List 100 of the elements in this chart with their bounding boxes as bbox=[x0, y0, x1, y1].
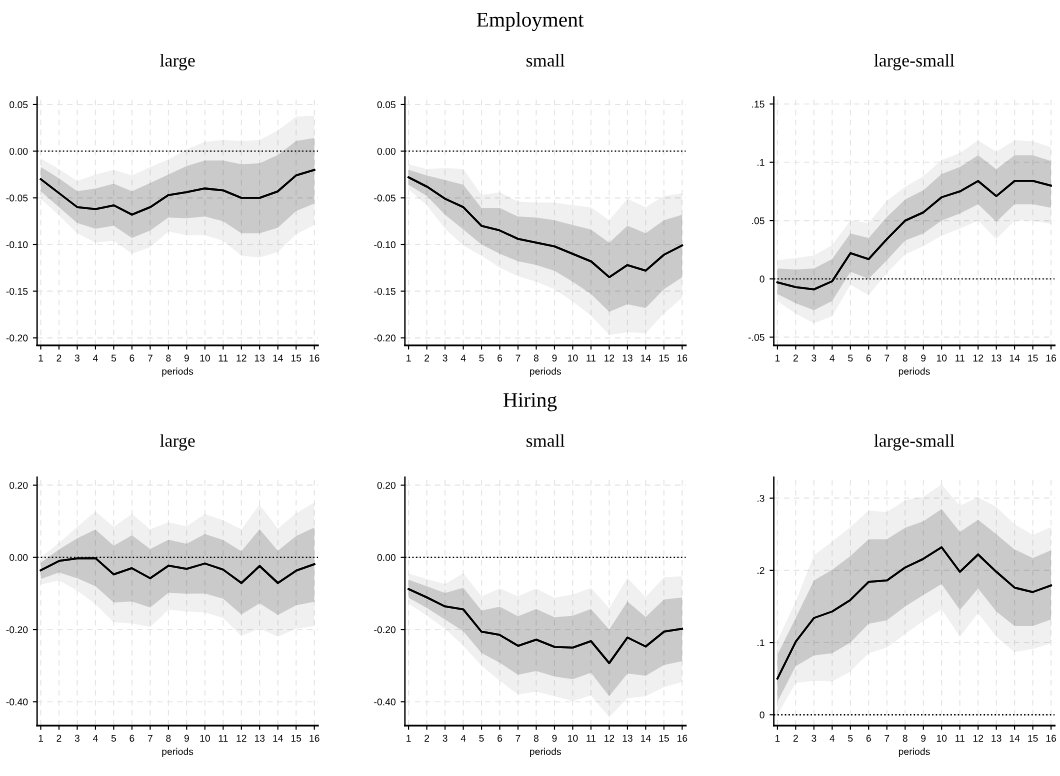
x-tick-label: 1 bbox=[406, 354, 411, 362]
y-tick-label: 0.05 bbox=[377, 101, 396, 109]
x-tick-label: 16 bbox=[677, 354, 688, 362]
y-tick-label: -0.40 bbox=[6, 698, 28, 706]
y-tick-label: 0.20 bbox=[9, 481, 28, 489]
y-tick-label: -0.20 bbox=[6, 626, 28, 634]
x-tick-label: 15 bbox=[1028, 734, 1038, 742]
x-axis-title: periods bbox=[162, 747, 194, 757]
y-tick-label: 0 bbox=[759, 711, 765, 719]
x-tick-label: 2 bbox=[56, 354, 62, 362]
x-tick-label: 2 bbox=[424, 354, 430, 362]
x-tick-label: 3 bbox=[811, 354, 817, 362]
y-tick-label: .15 bbox=[752, 100, 765, 108]
x-axis-title: periods bbox=[530, 367, 561, 377]
x-tick-label: 8 bbox=[902, 354, 908, 362]
x-tick-label: 7 bbox=[147, 734, 153, 742]
x-tick-label: 9 bbox=[184, 734, 189, 742]
x-tick-label: 15 bbox=[291, 734, 302, 742]
x-tick-label: 7 bbox=[515, 734, 521, 742]
x-tick-label: 11 bbox=[955, 354, 965, 362]
x-tick-label: 5 bbox=[111, 734, 117, 742]
x-tick-label: 15 bbox=[291, 354, 302, 362]
x-tick-label: 5 bbox=[848, 354, 853, 362]
x-tick-label: 8 bbox=[533, 354, 539, 362]
y-tick-label: -0.20 bbox=[374, 334, 396, 342]
x-tick-label: 2 bbox=[793, 354, 798, 362]
x-tick-label: 10 bbox=[936, 354, 947, 362]
y-tick-label: -0.05 bbox=[374, 194, 396, 202]
x-tick-label: 1 bbox=[775, 354, 780, 362]
y-tick-label: -.05 bbox=[748, 333, 765, 341]
y-tick-label: -0.15 bbox=[6, 287, 28, 295]
x-tick-label: 8 bbox=[902, 734, 908, 742]
x-tick-label: 11 bbox=[586, 354, 596, 362]
x-tick-label: 15 bbox=[1028, 354, 1038, 362]
y-tick-label: 0 bbox=[759, 275, 765, 283]
x-tick-label: 14 bbox=[273, 354, 283, 362]
text: Hiring bbox=[503, 392, 557, 412]
x-tick-label: 1 bbox=[406, 734, 411, 742]
x-tick-label: 10 bbox=[200, 734, 210, 742]
chart-title: large-small bbox=[874, 434, 955, 451]
x-tick-label: 16 bbox=[677, 734, 688, 742]
x-tick-label: 12 bbox=[236, 734, 247, 742]
chart-title: large-small bbox=[874, 53, 955, 71]
x-tick-label: 2 bbox=[424, 734, 430, 742]
x-tick-label: 14 bbox=[641, 734, 651, 742]
x-tick-label: 8 bbox=[533, 734, 539, 742]
x-tick-label: 1 bbox=[38, 734, 43, 742]
x-tick-label: 4 bbox=[829, 354, 835, 362]
y-tick-label: -0.10 bbox=[6, 241, 28, 249]
x-tick-label: 6 bbox=[866, 734, 871, 742]
x-tick-label: 14 bbox=[1009, 734, 1020, 742]
x-tick-label: 6 bbox=[129, 354, 135, 362]
x-tick-label: 1 bbox=[775, 734, 780, 742]
x-tick-label: 16 bbox=[1046, 354, 1057, 362]
x-tick-label: 7 bbox=[147, 354, 153, 362]
x-tick-label: 3 bbox=[442, 354, 448, 362]
y-tick-label: -0.20 bbox=[374, 626, 396, 634]
x-tick-label: 5 bbox=[479, 734, 484, 742]
x-tick-label: 13 bbox=[991, 734, 1002, 742]
y-tick-label: 0.05 bbox=[9, 101, 28, 109]
x-tick-label: 11 bbox=[955, 734, 965, 742]
y-tick-label: -0.20 bbox=[6, 334, 28, 342]
y-tick-label: 0.00 bbox=[9, 147, 28, 155]
y-tick-label: .3 bbox=[757, 494, 765, 502]
x-tick-label: 5 bbox=[479, 354, 484, 362]
x-tick-label: 15 bbox=[659, 734, 669, 742]
y-tick-label: .2 bbox=[757, 567, 765, 574]
x-tick-label: 5 bbox=[111, 354, 117, 362]
chart-title: small bbox=[526, 434, 565, 447]
y-tick-label: .05 bbox=[752, 217, 765, 225]
y-tick-label: 0.00 bbox=[9, 554, 28, 561]
x-tick-label: 13 bbox=[254, 354, 265, 362]
x-tick-label: 9 bbox=[552, 734, 557, 742]
x-tick-label: 6 bbox=[497, 354, 503, 362]
x-tick-label: 2 bbox=[56, 734, 62, 742]
x-tick-label: 2 bbox=[793, 734, 798, 742]
y-tick-label: .1 bbox=[757, 639, 765, 647]
y-tick-label: 0.00 bbox=[377, 554, 396, 561]
x-tick-label: 6 bbox=[129, 734, 135, 742]
x-tick-label: 12 bbox=[604, 734, 615, 742]
y-tick-label: -0.10 bbox=[374, 241, 396, 249]
x-tick-label: 10 bbox=[568, 734, 578, 742]
x-tick-label: 10 bbox=[936, 734, 947, 742]
x-tick-label: 14 bbox=[641, 354, 651, 362]
x-tick-label: 9 bbox=[921, 734, 926, 742]
x-tick-label: 11 bbox=[586, 734, 596, 742]
x-tick-label: 3 bbox=[442, 734, 448, 742]
x-axis-title: periods bbox=[530, 747, 561, 757]
x-tick-label: 12 bbox=[604, 354, 615, 362]
x-tick-label: 9 bbox=[552, 354, 557, 362]
text: Employment bbox=[476, 12, 584, 32]
x-tick-label: 13 bbox=[991, 354, 1002, 362]
y-tick-label: .1 bbox=[757, 159, 765, 166]
x-tick-label: 12 bbox=[973, 734, 984, 742]
x-tick-label: 8 bbox=[166, 734, 171, 742]
x-tick-label: 16 bbox=[309, 354, 320, 362]
x-axis-title: periods bbox=[898, 747, 930, 757]
x-tick-label: 10 bbox=[200, 354, 210, 362]
chart-title: large bbox=[160, 53, 195, 71]
x-tick-label: 7 bbox=[515, 354, 521, 362]
